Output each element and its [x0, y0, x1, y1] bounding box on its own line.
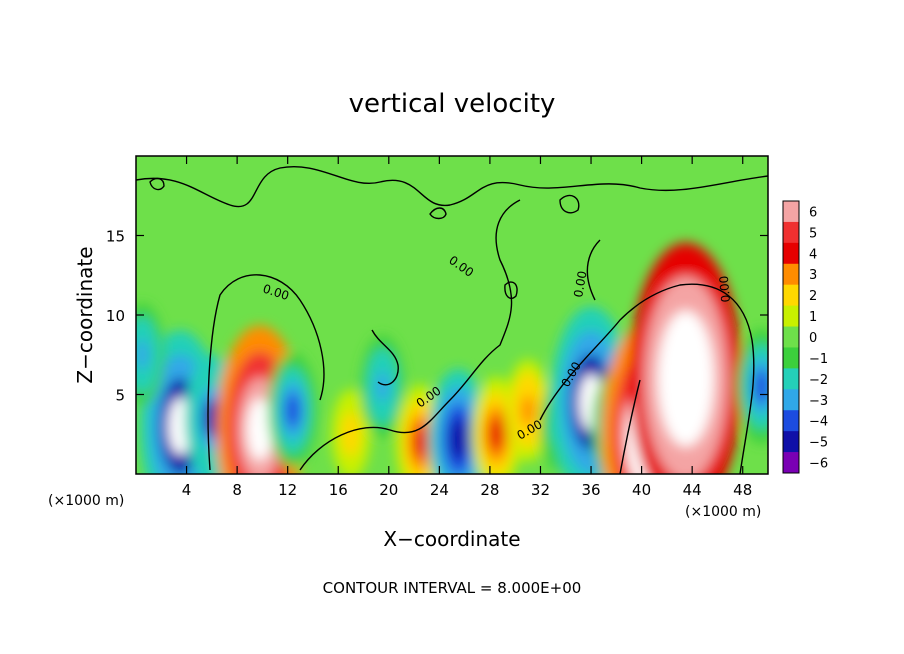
zero-contours [136, 166, 768, 474]
x-unit-left: (×1000 m) [48, 493, 124, 509]
x-tick-label: 44 [683, 481, 702, 499]
x-axis-label: X−coordinate [383, 527, 520, 551]
colorbar-swatch [783, 263, 799, 286]
x-tick-labels: 4 8 12 16 20 24 28 32 36 40 44 48 [182, 481, 752, 499]
x-tick-label: 48 [733, 481, 752, 499]
velocity-cell [375, 371, 390, 402]
colorbar-swatch [783, 201, 799, 223]
colorbar-label: −1 [809, 352, 828, 367]
colorbar-swatch [783, 284, 799, 307]
x-tick-label: 24 [430, 481, 449, 499]
colorbar-label: −4 [809, 415, 828, 430]
colorbar-label: 0 [809, 331, 817, 346]
colorbar-swatch [783, 305, 799, 327]
y-axis-label: Z−coordinate [73, 246, 97, 383]
x-tick-label: 4 [182, 481, 192, 499]
colorbar-labels: 6 5 4 3 2 1 0 −1 −2 −3 −4 −5 −6 [809, 205, 828, 471]
velocity-cell [521, 395, 535, 426]
colorbar-label: 1 [809, 310, 817, 325]
y-tick-labels: 5 10 15 [106, 228, 125, 405]
colorbar-label: 6 [809, 205, 817, 220]
colorbar-label: 3 [809, 268, 817, 283]
colorbar-label: −2 [809, 373, 828, 388]
y-tick-label: 5 [115, 387, 125, 405]
x-tick-label: 8 [232, 481, 242, 499]
x-tick-label: 28 [480, 481, 499, 499]
colorbar-label: −5 [809, 436, 828, 451]
colorbar-swatch [783, 431, 799, 453]
x-unit-right: (×1000 m) [685, 504, 761, 520]
colorbar-label: −6 [809, 457, 828, 472]
colorbar-label: 5 [809, 226, 817, 241]
velocity-cell [754, 369, 768, 404]
colorbar-label: 4 [809, 247, 817, 262]
colorbar-swatch [783, 242, 799, 265]
colorbar-label: 2 [809, 289, 817, 304]
colorbar-swatch [783, 368, 799, 390]
axis-ticks [136, 156, 768, 474]
colorbar-swatch [783, 389, 799, 411]
chart-title: vertical velocity [349, 89, 556, 119]
velocity-cell [668, 337, 703, 420]
contour-label: 0.00 [717, 275, 733, 303]
velocity-cell [345, 420, 357, 448]
colorbar-swatch [783, 452, 799, 474]
velocity-cell [413, 424, 428, 460]
colorbar-swatch [783, 410, 799, 432]
y-tick-label: 15 [106, 228, 125, 246]
x-tick-label: 12 [278, 481, 297, 499]
velocity-cell [246, 398, 273, 461]
colorbar-label: −3 [809, 394, 828, 409]
contour-label: 0.00 [571, 270, 589, 299]
colorbar-swatch [783, 221, 799, 244]
colorbar [782, 200, 800, 474]
velocity-cell [449, 417, 468, 461]
x-tick-label: 32 [531, 481, 550, 499]
colorbar-swatch [783, 326, 799, 348]
velocity-cell [488, 416, 504, 452]
velocity-cell [285, 393, 301, 428]
colorbar-swatch [783, 347, 799, 369]
colorbar-frame [782, 200, 800, 474]
contour-interval-note: CONTOUR INTERVAL = 8.000E+00 [323, 579, 582, 597]
x-tick-label: 40 [632, 481, 651, 499]
x-tick-label: 36 [581, 481, 600, 499]
x-tick-label: 16 [329, 481, 348, 499]
velocity-cell [136, 339, 149, 371]
y-tick-label: 10 [106, 307, 125, 325]
x-tick-label: 20 [379, 481, 398, 499]
